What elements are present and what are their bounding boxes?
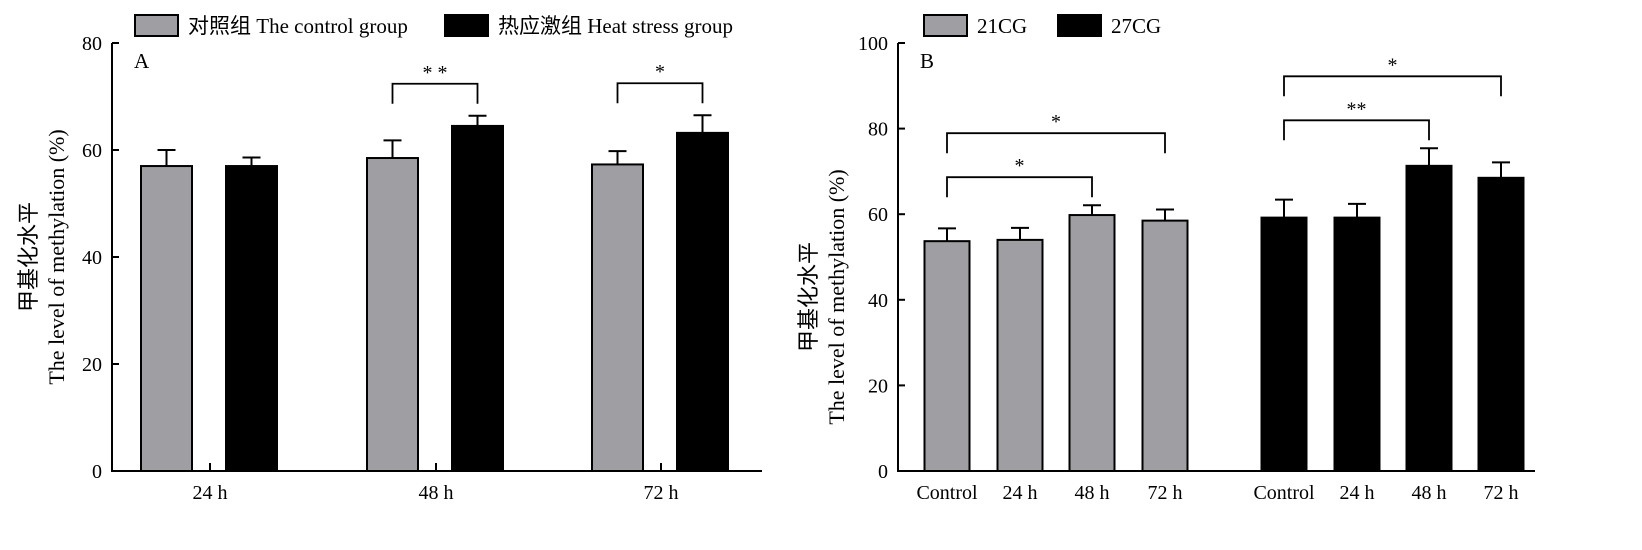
panel-a-y-title: 甲基化水平 The level of methylation (%) <box>16 129 69 384</box>
panel-a-legend-swatch <box>134 14 179 37</box>
panel-a-legend-swatch <box>444 14 489 37</box>
panel-a-bar <box>676 131 729 472</box>
panel-b-y-tick-label: 40 <box>868 290 888 312</box>
panel-b-significance-label: * <box>1388 54 1398 76</box>
panel-a-y-tick-label: 0 <box>92 461 102 483</box>
panel-b-legend-swatch <box>1057 14 1102 37</box>
panel-a-x-tick-label: 72 h <box>644 482 679 504</box>
panel-b-bar <box>1405 164 1453 472</box>
panel-b-y-title: 甲基化水平 The level of methylation (%) <box>796 169 849 424</box>
panel-a-legend-label: 对照组 The control group <box>188 14 408 38</box>
panel-b-significance-label: * <box>1051 111 1061 133</box>
panel-a-y-tick-label: 80 <box>82 33 102 55</box>
panel-b-legend-swatch <box>923 14 968 37</box>
panel-b-significance-bracket <box>946 176 1093 198</box>
panel-a-significance-bracket <box>616 82 704 104</box>
panel-a-y-title-line: 甲基化水平 <box>16 202 41 312</box>
panel-b-legend-label: 27CG <box>1111 14 1161 38</box>
panel-b-bar <box>1477 176 1525 472</box>
panel-b-bar <box>996 238 1044 472</box>
panel-a-legend-label: 热应激组 Heat stress group <box>498 14 733 38</box>
panel-b-x-tick-label: 72 h <box>1148 482 1183 504</box>
panel-b-x-tick-label: 24 h <box>1340 482 1375 504</box>
panel-b-bar <box>1260 216 1308 472</box>
panel-b-bar <box>1141 219 1189 472</box>
panel-b-significance-bracket <box>946 132 1166 154</box>
panel-a-significance-bracket <box>391 82 479 104</box>
panel-b-significance-label: * <box>1015 155 1025 177</box>
panel-a-y-title-line: The level of methylation (%) <box>44 129 69 384</box>
panel-b-label: B <box>920 49 934 73</box>
panel-a-y-tick-label: 40 <box>82 247 102 269</box>
panel-b-y-title-line: The level of methylation (%) <box>824 169 849 424</box>
panel-b-bar <box>1068 214 1116 472</box>
panel-a-bar <box>140 165 193 473</box>
panel-b-bar <box>1333 216 1381 472</box>
panel-b-y-title-line: 甲基化水平 <box>796 242 821 352</box>
panel-b-y-tick-label: 20 <box>868 375 888 397</box>
panel-a-x-tick-label: 48 h <box>419 482 454 504</box>
panel-a-x-tick-label: 24 h <box>193 482 228 504</box>
panel-b-legend-label: 21CG <box>977 14 1027 38</box>
panel-b-x-tick-label: Control <box>1253 482 1315 504</box>
panel-b-significance-bracket <box>1283 119 1430 141</box>
panel-a-significance-label: * * <box>423 62 448 84</box>
panel-a-label: A <box>134 49 150 73</box>
panel-b-x-tick-label: 48 h <box>1075 482 1110 504</box>
panel-a-bar <box>366 157 419 472</box>
panel-b-significance-label: ** <box>1347 98 1367 120</box>
panel-a-bar <box>591 163 644 472</box>
panel-a-significance-label: * <box>655 61 665 83</box>
panel-a-y-tick-label: 60 <box>82 140 102 162</box>
panel-b-y-tick-label: 60 <box>868 204 888 226</box>
panel-b-x-tick-label: 24 h <box>1003 482 1038 504</box>
panel-b-y-tick-label: 80 <box>868 119 888 141</box>
panel-b-x-tick-label: 72 h <box>1484 482 1519 504</box>
panel-b-y-tick-label: 0 <box>878 461 888 483</box>
panel-b-x-tick-label: Control <box>916 482 978 504</box>
panel-b-bar <box>923 240 971 472</box>
panel-b-y-tick-label: 100 <box>858 33 888 55</box>
panel-b-x-tick-label: 48 h <box>1412 482 1447 504</box>
panel-b-significance-bracket <box>1283 75 1502 97</box>
panel-a-bar <box>225 165 278 473</box>
panel-a-y-tick-label: 20 <box>82 354 102 376</box>
panel-a-bar <box>451 124 504 473</box>
